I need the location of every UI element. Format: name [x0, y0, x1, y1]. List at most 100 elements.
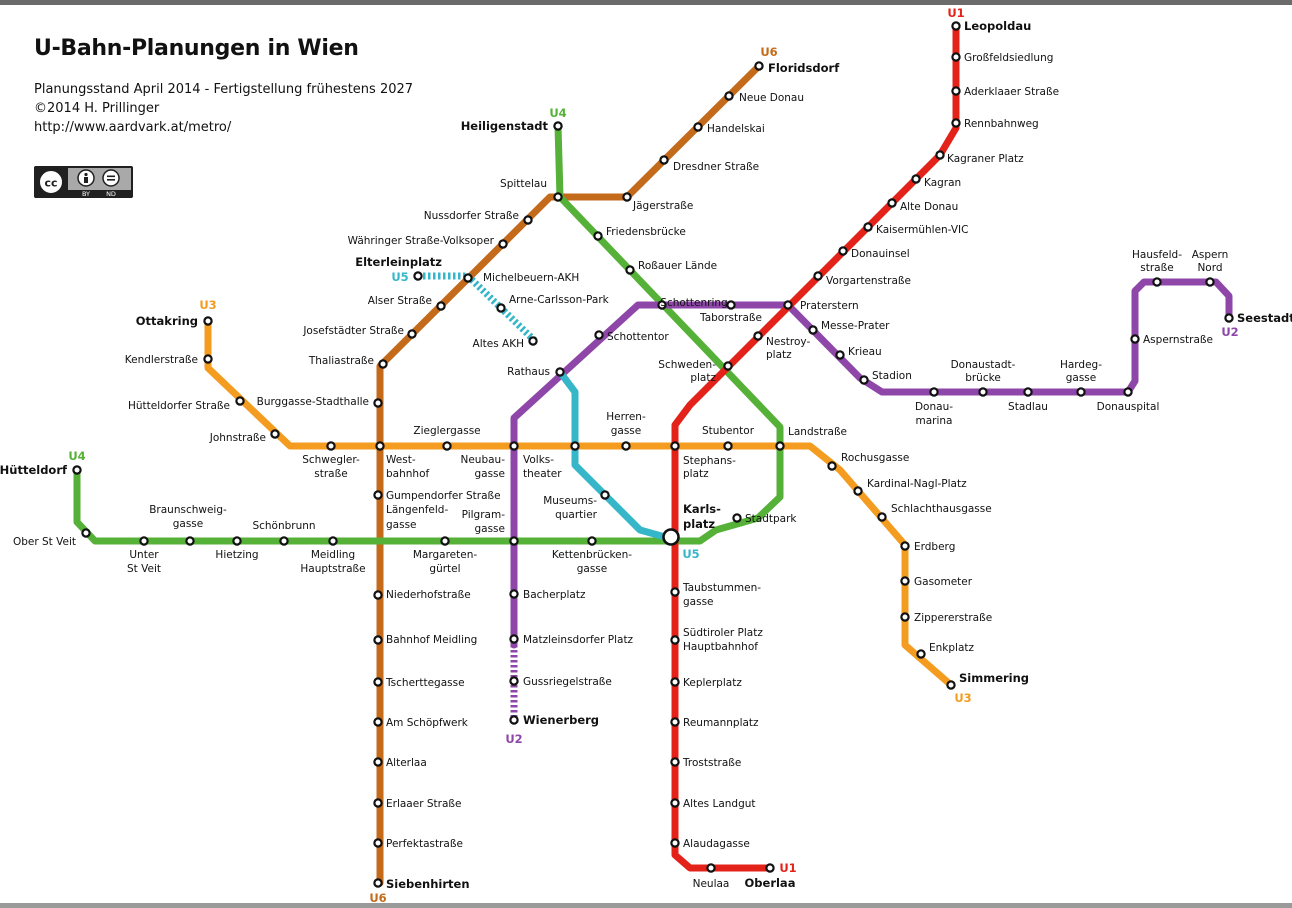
- station-marker[interactable]: [509, 441, 519, 451]
- station-marker[interactable]: [670, 441, 680, 451]
- station-marker[interactable]: [496, 303, 506, 313]
- station-marker[interactable]: [378, 359, 388, 369]
- station-marker[interactable]: [693, 122, 703, 132]
- station-marker[interactable]: [373, 757, 383, 767]
- station-marker[interactable]: [1076, 387, 1086, 397]
- station-marker[interactable]: [808, 325, 818, 335]
- station-marker[interactable]: [436, 301, 446, 311]
- station-marker[interactable]: [587, 536, 597, 546]
- station-marker[interactable]: [373, 838, 383, 848]
- info-url[interactable]: http://www.aardvark.at/metro/: [34, 120, 232, 135]
- station-marker[interactable]: [509, 536, 519, 546]
- station-marker[interactable]: [1205, 277, 1215, 287]
- station-marker[interactable]: [900, 576, 910, 586]
- station-marker[interactable]: [509, 589, 519, 599]
- station-marker[interactable]: [813, 271, 823, 281]
- station-marker[interactable]: [670, 635, 680, 645]
- station-marker[interactable]: [765, 863, 775, 873]
- station-marker[interactable]: [622, 192, 632, 202]
- station-marker[interactable]: [570, 441, 580, 451]
- station-marker[interactable]: [827, 461, 837, 471]
- station-marker[interactable]: [523, 215, 533, 225]
- station-marker[interactable]: [935, 150, 945, 160]
- station-marker[interactable]: [853, 486, 863, 496]
- station-marker[interactable]: [373, 590, 383, 600]
- station-marker[interactable]: [754, 61, 764, 71]
- station-marker[interactable]: [670, 587, 680, 597]
- station-marker[interactable]: [951, 118, 961, 128]
- station-marker[interactable]: [732, 513, 742, 523]
- station-marker[interactable]: [235, 396, 245, 406]
- station-marker[interactable]: [723, 441, 733, 451]
- station-marker[interactable]: [375, 441, 385, 451]
- station-marker[interactable]: [373, 717, 383, 727]
- station-marker[interactable]: [726, 300, 736, 310]
- station-marker[interactable]: [838, 246, 848, 256]
- station-marker[interactable]: [877, 512, 887, 522]
- station-marker[interactable]: [185, 536, 195, 546]
- station-marker[interactable]: [1224, 313, 1234, 323]
- station-marker[interactable]: [621, 441, 631, 451]
- station-marker[interactable]: [659, 155, 669, 165]
- station-marker[interactable]: [706, 863, 716, 873]
- station-marker[interactable]: [670, 677, 680, 687]
- station-marker[interactable]: [724, 91, 734, 101]
- station-marker[interactable]: [270, 429, 280, 439]
- station-marker[interactable]: [528, 336, 538, 346]
- station-marker[interactable]: [593, 231, 603, 241]
- station-marker[interactable]: [509, 634, 519, 644]
- station-marker[interactable]: [753, 331, 763, 341]
- station-marker[interactable]: [463, 273, 473, 283]
- station-marker[interactable]: [509, 676, 519, 686]
- station-marker[interactable]: [553, 192, 563, 202]
- station-marker[interactable]: [81, 528, 91, 538]
- station-marker[interactable]: [900, 541, 910, 551]
- station-marker[interactable]: [553, 121, 563, 131]
- station-marker[interactable]: [72, 465, 82, 475]
- station-marker[interactable]: [407, 329, 417, 339]
- station-marker[interactable]: [723, 361, 733, 371]
- station-marker[interactable]: [509, 715, 519, 725]
- station-marker[interactable]: [783, 300, 793, 310]
- station-marker[interactable]: [600, 490, 610, 500]
- station-marker[interactable]: [373, 398, 383, 408]
- station-marker[interactable]: [594, 330, 604, 340]
- station-marker[interactable]: [1130, 334, 1140, 344]
- station-marker[interactable]: [1123, 387, 1133, 397]
- cc-license-badge[interactable]: cc BY ND: [34, 166, 133, 198]
- station-marker[interactable]: [863, 222, 873, 232]
- station-marker[interactable]: [625, 265, 635, 275]
- station-marker[interactable]: [440, 536, 450, 546]
- station-marker[interactable]: [911, 174, 921, 184]
- station-marker[interactable]: [328, 536, 338, 546]
- station-marker[interactable]: [279, 536, 289, 546]
- station-marker[interactable]: [900, 612, 910, 622]
- station-marker[interactable]: [326, 441, 336, 451]
- station-marker[interactable]: [203, 316, 213, 326]
- station-marker[interactable]: [413, 271, 423, 281]
- station-marker[interactable]: [859, 375, 869, 385]
- station-marker[interactable]: [373, 798, 383, 808]
- station-marker[interactable]: [442, 441, 452, 451]
- station-marker[interactable]: [670, 757, 680, 767]
- station-marker[interactable]: [670, 838, 680, 848]
- station-marker[interactable]: [775, 441, 785, 451]
- station-marker[interactable]: [1023, 387, 1033, 397]
- station-marker[interactable]: [951, 52, 961, 62]
- station-marker[interactable]: [929, 387, 939, 397]
- station-marker[interactable]: [139, 536, 149, 546]
- station-marker[interactable]: [887, 198, 897, 208]
- station-marker[interactable]: [951, 86, 961, 96]
- station-marker[interactable]: [203, 354, 213, 364]
- station-marker[interactable]: [916, 649, 926, 659]
- station-marker[interactable]: [835, 350, 845, 360]
- station-marker[interactable]: [373, 677, 383, 687]
- station-marker[interactable]: [670, 798, 680, 808]
- station-marker[interactable]: [946, 680, 956, 690]
- station-marker[interactable]: [232, 536, 242, 546]
- station-marker[interactable]: [373, 635, 383, 645]
- station-marker[interactable]: [951, 21, 961, 31]
- station-marker[interactable]: [373, 490, 383, 500]
- station-marker[interactable]: [978, 387, 988, 397]
- station-marker[interactable]: [498, 239, 508, 249]
